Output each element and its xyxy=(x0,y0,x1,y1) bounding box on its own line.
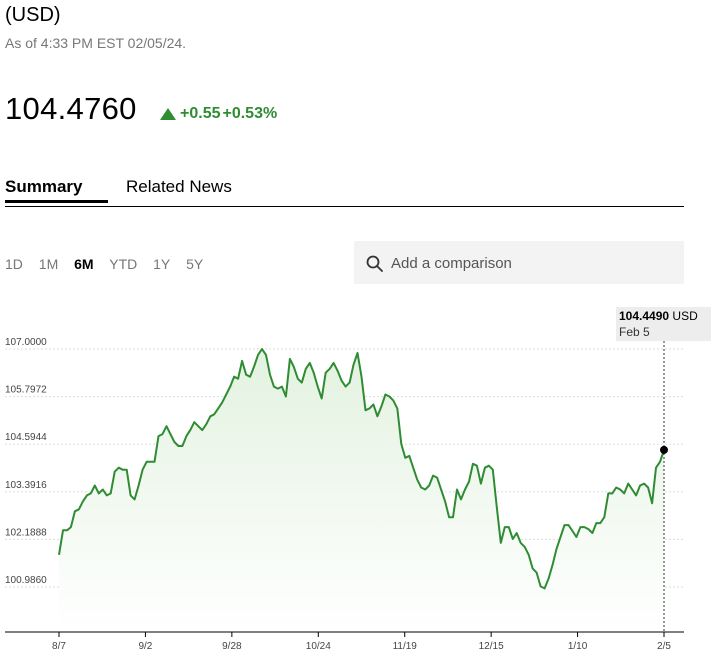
x-tick-label: 1/10 xyxy=(568,641,588,652)
x-tick-label: 9/28 xyxy=(222,641,242,652)
range-1d[interactable]: 1D xyxy=(5,256,23,272)
range-5y[interactable]: 5Y xyxy=(186,256,204,272)
tab-related-news[interactable]: Related News xyxy=(126,177,232,196)
tab-bar: Summary Related News xyxy=(5,175,684,207)
range-1m[interactable]: 1M xyxy=(38,256,59,272)
change-percent: +0.53% xyxy=(222,105,278,122)
active-tab-indicator xyxy=(5,200,108,203)
tooltip-date: Feb 5 xyxy=(619,325,650,339)
y-tick-label: 107.0000 xyxy=(5,337,47,348)
tooltip-value: 104.4490 xyxy=(619,309,670,323)
crosshair-point xyxy=(660,445,668,454)
tooltip-unit: USD xyxy=(672,309,698,323)
x-tick-label: 9/2 xyxy=(138,641,152,652)
search-icon xyxy=(366,255,383,272)
y-tick-label: 100.9860 xyxy=(5,575,47,586)
x-tick-label: 11/19 xyxy=(393,641,418,652)
price-line xyxy=(58,348,665,590)
price-chart[interactable]: 100.9860 102.1888 103.3916 104.5944 105.7972… xyxy=(0,290,726,655)
change-value: +0.55 xyxy=(180,105,221,122)
price-change: +0.55 +0.53% xyxy=(160,105,277,123)
up-triangle-icon xyxy=(160,108,176,120)
comparison-search[interactable] xyxy=(354,241,684,284)
y-tick-label: 102.1888 xyxy=(5,527,47,538)
currency-label: (USD) xyxy=(5,4,61,26)
y-tick-label: 103.3916 xyxy=(5,480,47,491)
tab-summary[interactable]: Summary xyxy=(5,177,83,196)
hover-tooltip: 104.4490 USD Feb 5 xyxy=(616,307,711,341)
y-tick-label: 104.5944 xyxy=(5,432,47,443)
current-price: 104.4760 xyxy=(5,91,137,126)
range-selector: 1D 1M 6M YTD 1Y 5Y xyxy=(5,256,215,272)
x-tick-label: 2/5 xyxy=(657,641,671,652)
comparison-input[interactable] xyxy=(389,247,673,279)
x-tick-label: 12/15 xyxy=(479,641,504,652)
x-tick-label: 8/7 xyxy=(52,641,66,652)
range-6m[interactable]: 6M xyxy=(74,256,94,272)
x-tick-label: 10/24 xyxy=(306,641,331,652)
as-of-timestamp: As of 4:33 PM EST 02/05/24. xyxy=(5,35,187,51)
price-area-fill xyxy=(59,349,664,632)
range-ytd[interactable]: YTD xyxy=(109,256,138,272)
y-tick-label: 105.7972 xyxy=(5,385,47,396)
range-1y[interactable]: 1Y xyxy=(153,256,171,272)
